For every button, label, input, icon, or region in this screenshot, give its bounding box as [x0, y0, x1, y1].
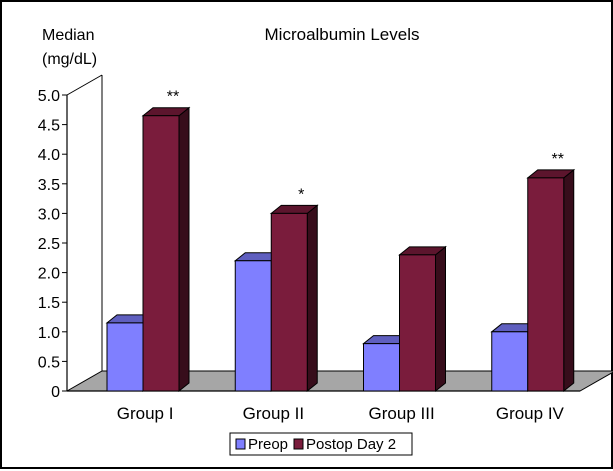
x-category-label: Group II — [243, 404, 304, 423]
y-tick-label: 0 — [51, 384, 60, 401]
bar-front-face — [270, 212, 308, 392]
y-tick-label: 3.5 — [38, 177, 60, 194]
significance-marker: ** — [167, 89, 179, 106]
legend-swatch — [293, 438, 304, 450]
y-tick-label: 3.0 — [38, 206, 60, 223]
legend-box — [229, 432, 413, 456]
significance-marker: ** — [552, 151, 564, 168]
bar-front-face — [234, 260, 272, 392]
y-tick-label: 1.0 — [38, 325, 60, 342]
bar-side-face — [178, 106, 190, 393]
legend-label: Preop — [248, 436, 288, 453]
bar-postop-day-2 — [141, 106, 191, 393]
y-tick-label: 2.0 — [38, 266, 60, 283]
y-tick-label: 0.5 — [38, 354, 60, 371]
side-wall-edge — [66, 74, 103, 96]
bar-side-face — [435, 245, 446, 393]
y-axis-label-line2: (mg/dL) — [42, 51, 97, 68]
legend-label: Postop Day 2 — [306, 436, 396, 453]
y-axis-label-line1: Median — [42, 27, 94, 44]
bar-front-face — [106, 322, 144, 392]
bar-postop-day-2 — [269, 204, 319, 393]
bar-postop-day-2 — [398, 245, 447, 393]
legend: Preop Postop Day 2 — [229, 432, 413, 456]
bar-front-face — [491, 331, 529, 392]
bar-side-face — [563, 168, 575, 393]
x-category-label: Group I — [117, 404, 174, 423]
y-tick-label: 4.5 — [38, 118, 60, 135]
bar-front-face — [363, 343, 400, 392]
y-tick-label: 2.5 — [38, 236, 60, 253]
x-category-label: Group IV — [496, 404, 565, 423]
y-tick-label: 4.0 — [38, 147, 60, 164]
bar-front-face — [142, 115, 180, 392]
bar-side-face — [306, 204, 318, 393]
x-category-label: Group III — [369, 404, 435, 423]
legend-swatch — [235, 438, 246, 450]
label-layer: Microalbumin Levels Median (mg/dL) Group I *… — [42, 25, 565, 423]
y-tick-label: 1.5 — [38, 295, 60, 312]
bar-layer — [105, 106, 576, 393]
chart-title: Microalbumin Levels — [265, 25, 420, 44]
bar-front-face — [527, 177, 565, 392]
bar-front-face — [399, 254, 436, 392]
bar-postop-day-2 — [526, 168, 576, 393]
significance-marker: * — [298, 186, 304, 203]
y-tick-label: 5.0 — [38, 88, 60, 105]
